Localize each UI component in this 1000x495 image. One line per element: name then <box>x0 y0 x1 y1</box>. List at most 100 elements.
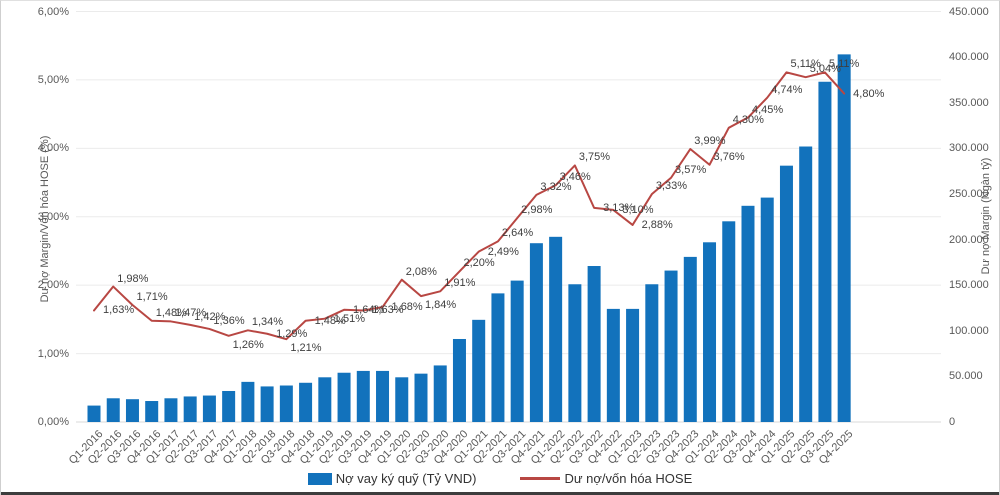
bar[interactable] <box>395 377 409 422</box>
bar[interactable] <box>664 270 678 422</box>
line-data-label: 1,36% <box>213 314 245 327</box>
bar[interactable] <box>452 338 466 422</box>
y-tick-label-right: 400.000 <box>949 51 989 64</box>
bar-series-swatch-icon <box>307 472 332 485</box>
line-data-label: 2,88% <box>641 218 673 231</box>
bar[interactable] <box>818 81 832 422</box>
line-data-label: 1,42% <box>194 310 226 323</box>
line-data-label: 3,76% <box>713 150 745 163</box>
bar[interactable] <box>376 370 390 422</box>
line-data-label: 1,63% <box>103 304 135 317</box>
y-tick-label-left: 4,00% <box>37 142 69 155</box>
bar[interactable] <box>722 221 736 422</box>
y-tick-label-right: 200.000 <box>949 233 989 246</box>
line-data-label: 3,32% <box>540 180 572 193</box>
line-data-label: 2,64% <box>501 227 534 240</box>
line-data-label: 1,71% <box>136 291 168 303</box>
bar[interactable] <box>626 308 640 422</box>
legend-item-bars[interactable]: Nợ vay ký quỹ (Tỷ VND) <box>307 471 477 486</box>
bar[interactable] <box>164 398 178 422</box>
bar[interactable] <box>279 385 293 422</box>
line-data-label: 5,11% <box>828 58 860 71</box>
bar[interactable] <box>645 284 659 422</box>
line-data-label: 1,48% <box>155 306 187 319</box>
bar[interactable] <box>87 405 101 422</box>
bar[interactable] <box>318 377 332 422</box>
line-data-label: 3,46% <box>559 171 591 184</box>
y-tick-label-right: 100.000 <box>949 324 989 337</box>
legend-item-line[interactable]: Dư nợ/vốn hóa HOSE <box>520 471 692 486</box>
bar[interactable] <box>760 197 774 422</box>
bar[interactable] <box>106 398 120 422</box>
y-tick-label-left: 1,00% <box>37 347 69 360</box>
line-data-label: 3,75% <box>578 151 611 164</box>
bar[interactable] <box>260 386 274 422</box>
line-data-label: 2,08% <box>405 265 437 278</box>
bar[interactable] <box>222 390 236 422</box>
y-tick-label-left: 2,00% <box>37 279 69 292</box>
line-data-label: 4,80% <box>853 87 885 100</box>
bar[interactable] <box>529 243 543 422</box>
line-data-label: 1,26% <box>232 338 264 351</box>
bar[interactable] <box>703 242 717 422</box>
line-data-label: 2,20% <box>463 257 495 270</box>
line-data-label: 1,21% <box>290 342 322 355</box>
bar[interactable] <box>587 266 601 422</box>
bar[interactable] <box>472 319 486 422</box>
bar[interactable] <box>183 396 197 422</box>
line-data-label: 3,99% <box>694 135 726 148</box>
bar[interactable] <box>779 165 793 422</box>
line-data-label: 1,51% <box>333 312 366 325</box>
line-data-label: 1,29% <box>276 327 308 340</box>
bar[interactable] <box>356 370 370 422</box>
bar[interactable] <box>202 395 216 422</box>
bar[interactable] <box>510 280 524 422</box>
line-data-label: 1,47% <box>174 307 207 320</box>
line-data-label: 1,63% <box>372 304 404 317</box>
y-tick-label-right: 50.000 <box>949 370 983 383</box>
line-data-label: 3,57% <box>675 163 707 176</box>
line-data-label: 5,11% <box>790 58 821 71</box>
bar[interactable] <box>125 399 139 422</box>
bar[interactable] <box>491 293 505 422</box>
bar[interactable] <box>568 284 582 422</box>
line-data-label: 4,45% <box>751 103 784 116</box>
bar[interactable] <box>414 373 428 422</box>
bar[interactable] <box>837 54 851 422</box>
bar[interactable] <box>606 308 620 422</box>
line-data-label: 1,48% <box>314 314 346 327</box>
y-tick-label-left: 3,00% <box>37 210 69 223</box>
line-data-label: 1,84% <box>424 299 457 312</box>
line-data-label: 1,91% <box>444 277 476 290</box>
bar[interactable] <box>145 401 159 422</box>
bar[interactable] <box>433 365 447 422</box>
bar[interactable] <box>337 372 351 422</box>
y-tick-label-right: 0 <box>949 416 956 428</box>
line-data-label: 4,30% <box>732 113 764 126</box>
bar[interactable] <box>741 205 755 422</box>
y-tick-label-right: 250.000 <box>949 187 989 200</box>
line-data-label: 3,33% <box>655 180 688 193</box>
legend-bar-label: Nợ vay ký quỹ (Tỷ VND) <box>335 471 477 486</box>
y-tick-label-left: 6,00% <box>37 5 69 18</box>
y-tick-label-right: 300.000 <box>949 142 989 155</box>
bar[interactable] <box>299 382 313 422</box>
bar[interactable] <box>549 236 563 422</box>
line-data-label: 4,74% <box>771 83 803 96</box>
line-data-label: 1,34% <box>251 316 284 329</box>
margin-ratio-line <box>93 71 846 341</box>
y-tick-label-right: 350.000 <box>949 96 989 109</box>
y-tick-label-left: 0,00% <box>37 416 69 428</box>
bar[interactable] <box>799 146 813 422</box>
y-tick-label-left: 5,00% <box>37 73 69 86</box>
legend-line-label: Dư nợ/vốn hóa HOSE <box>564 471 693 486</box>
bar[interactable] <box>241 381 255 422</box>
line-data-label: 1,98% <box>117 272 149 285</box>
line-data-label: 3,10% <box>622 203 654 216</box>
bar[interactable] <box>683 256 697 422</box>
y-tick-label-right: 150.000 <box>949 279 989 292</box>
line-data-label: 1,68% <box>391 301 423 314</box>
legend: Nợ vay ký quỹ (Tỷ VND) Dư nợ/vốn hóa HOS… <box>1 471 999 486</box>
